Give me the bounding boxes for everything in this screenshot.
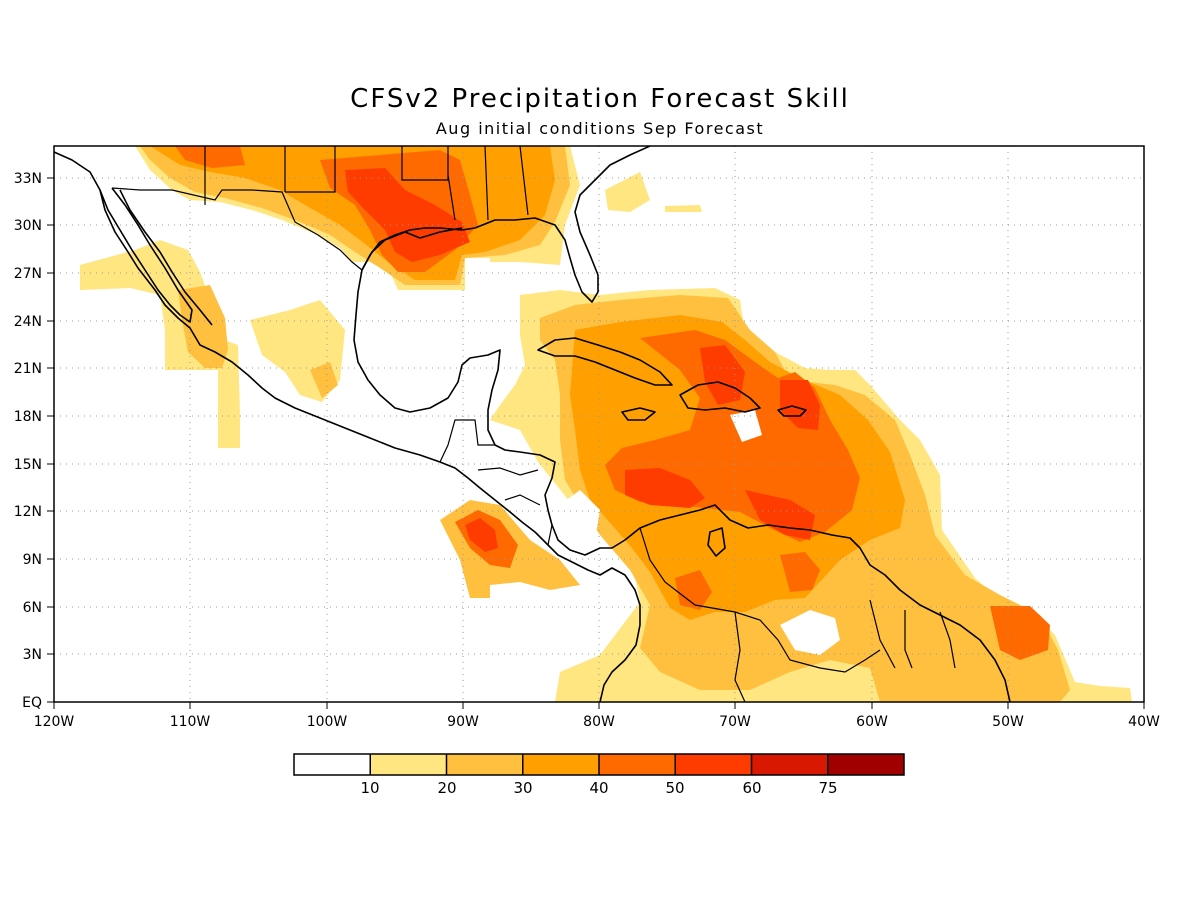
lat-label: 15N [14, 457, 42, 473]
lat-labels: EQ 3N 6N 9N 12N 15N 18N 21N 24N 27N 30N … [14, 171, 42, 711]
pacific-coastline [54, 151, 641, 702]
gulf-mexico-coastline [353, 227, 501, 446]
legend-swatch-6 [751, 754, 828, 775]
lat-label: 27N [14, 266, 42, 282]
jamaica-coast [621, 407, 656, 421]
us-gulf-coast [361, 146, 651, 303]
lon-label: 60W [856, 714, 888, 730]
lat-label: EQ [22, 695, 42, 711]
shade-carib-l5 [625, 345, 820, 540]
lat-label: 18N [14, 409, 42, 425]
color-bar-legend: 10 20 30 40 50 60 75 [293, 753, 905, 797]
lake-maracaibo [707, 527, 726, 557]
lat-label: 12N [14, 504, 42, 520]
lon-label: 100W [307, 714, 348, 730]
south-america-north-coast [624, 504, 1011, 702]
lat-label: 33N [14, 171, 42, 187]
lon-label: 80W [583, 714, 615, 730]
baja-coastline [99, 187, 193, 323]
lon-label: 40W [1128, 714, 1160, 730]
coastlines [54, 146, 1011, 702]
lon-label: 120W [34, 714, 75, 730]
legend-label: 40 [589, 779, 608, 797]
shade-baja-l2 [178, 285, 228, 368]
tick-marks [47, 177, 1145, 709]
legend-swatch-2 [446, 754, 523, 775]
us-mexico-border [111, 187, 363, 271]
shade-venezuela-south [675, 552, 1050, 660]
lat-label: 30N [14, 218, 42, 234]
cuba-coast [537, 337, 673, 386]
skill-shading [80, 146, 1132, 702]
legend-swatch-4 [599, 754, 676, 775]
us-state-lines [204, 146, 529, 221]
legend-label: 30 [513, 779, 532, 797]
lon-labels: 120W 110W 100W 90W 80W 70W 60W 50W 40W [34, 714, 1160, 730]
shade-us-south-l5 [345, 168, 470, 262]
map-title: CFSv2 Precipitation Forecast Skill [350, 84, 850, 114]
legend-swatch-7 [827, 754, 904, 775]
central-america-borders [439, 419, 956, 702]
puerto-rico-coast [777, 405, 807, 417]
legend-label: 20 [437, 779, 456, 797]
legend-label: 60 [742, 779, 761, 797]
shade-mexico-inner2 [310, 362, 338, 398]
lat-label: 3N [23, 647, 42, 663]
lat-label: 9N [23, 552, 42, 568]
hispaniola-coast [679, 381, 761, 413]
legend-label: 50 [665, 779, 684, 797]
legend-swatch-0 [294, 754, 371, 775]
shade-panama-core2 [465, 518, 498, 552]
political-borders [111, 146, 956, 702]
legend-label: 10 [360, 779, 379, 797]
lat-label: 21N [14, 361, 42, 377]
central-america-carib-coast [494, 444, 626, 556]
legend-label: 75 [818, 779, 837, 797]
legend-swatch-5 [675, 754, 752, 775]
legend-swatch-1 [370, 754, 447, 775]
map-subtitle: Aug initial conditions Sep Forecast [435, 119, 765, 138]
lon-label: 50W [992, 714, 1024, 730]
lat-label: 6N [23, 600, 42, 616]
lon-label: 90W [447, 714, 479, 730]
lon-label: 110W [170, 714, 211, 730]
gulf-california-coast [119, 189, 213, 326]
lon-label: 70W [719, 714, 751, 730]
legend-swatch-3 [522, 754, 599, 775]
shade-fl-atlantic [605, 172, 702, 212]
lat-label: 24N [14, 314, 42, 330]
